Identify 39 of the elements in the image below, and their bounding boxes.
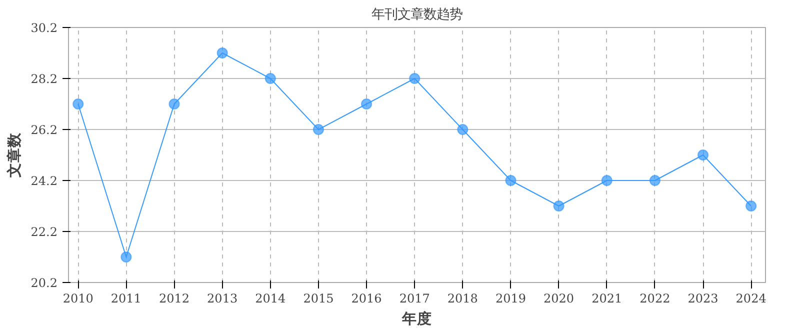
y-tick-label: 28.2 bbox=[30, 72, 58, 86]
y-tick-label: 22.2 bbox=[30, 225, 58, 239]
x-tick-label: 2021 bbox=[592, 292, 622, 306]
x-tick-label: 2012 bbox=[158, 292, 190, 306]
point bbox=[649, 175, 660, 186]
x-axis-title: 年度 bbox=[401, 310, 432, 328]
x-tick-label: 2024 bbox=[736, 292, 767, 306]
point bbox=[216, 48, 228, 58]
x-tick-label: 2013 bbox=[207, 292, 238, 306]
point bbox=[698, 150, 709, 160]
x-tick-label: 2016 bbox=[351, 292, 382, 306]
x-tick-label: 2022 bbox=[640, 292, 670, 306]
x-tick-label: 2020 bbox=[544, 292, 574, 306]
point bbox=[746, 200, 757, 212]
point bbox=[72, 98, 84, 110]
x-tick-label: 2018 bbox=[447, 292, 478, 306]
x-tick-label: 2011 bbox=[110, 292, 142, 306]
point bbox=[601, 175, 612, 186]
x-tick-label: 2014 bbox=[255, 292, 286, 306]
y-tick-label: 20.2 bbox=[30, 276, 58, 290]
chart-title: 年刊文章数趋势 bbox=[372, 8, 462, 22]
point bbox=[264, 73, 276, 84]
x-tick-label: 2023 bbox=[688, 292, 718, 306]
y-tick-label: 26.2 bbox=[30, 123, 58, 137]
point bbox=[409, 73, 420, 84]
point bbox=[457, 124, 468, 135]
y-axis-title: 文章数 bbox=[4, 132, 23, 178]
x-tick-label: 2019 bbox=[495, 292, 526, 306]
point bbox=[361, 98, 372, 110]
x-tick-label: 2015 bbox=[303, 292, 334, 306]
y-tick-label: 30.2 bbox=[30, 21, 58, 35]
y-tick-label: 24.2 bbox=[30, 174, 58, 188]
point bbox=[312, 124, 324, 135]
point bbox=[168, 98, 180, 110]
x-tick-label: 2010 bbox=[62, 292, 94, 306]
point bbox=[505, 175, 516, 186]
point bbox=[120, 252, 132, 262]
x-tick-label: 2017 bbox=[399, 292, 430, 306]
point bbox=[553, 200, 564, 212]
